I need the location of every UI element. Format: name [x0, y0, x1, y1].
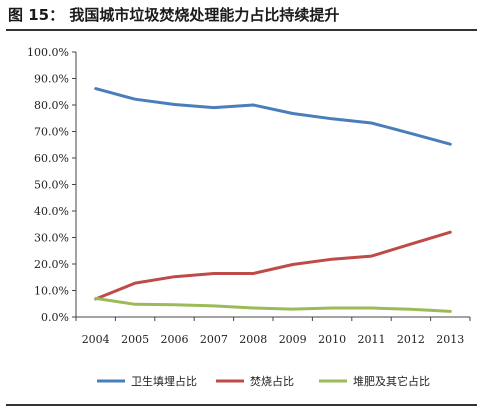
y-tick-label: 20.0%	[34, 258, 69, 271]
title-divider	[6, 29, 477, 31]
x-tick-label: 2012	[397, 333, 425, 346]
page-title: 图 15： 我国城市垃圾焚烧处理能力占比持续提升	[8, 6, 340, 24]
y-tick-label: 70.0%	[34, 126, 69, 139]
x-tick-label: 2008	[239, 333, 267, 346]
y-tick-label: 50.0%	[34, 179, 69, 192]
x-tick-label: 2011	[358, 333, 386, 346]
x-tick-label: 2013	[436, 333, 464, 346]
x-tick-label: 2004	[82, 333, 110, 346]
y-tick-label: 40.0%	[34, 205, 69, 218]
series-line-2	[94, 230, 452, 301]
x-tick-label: 2007	[200, 333, 228, 346]
x-tick-label: 2009	[279, 333, 307, 346]
y-tick-label: 30.0%	[34, 232, 69, 245]
y-tick-label: 100.0%	[27, 46, 69, 59]
y-tick-label: 10.0%	[34, 285, 69, 298]
series-line-3	[94, 296, 452, 313]
bottom-divider	[6, 404, 477, 406]
y-tick-label: 60.0%	[34, 152, 69, 165]
y-tick-label: 80.0%	[34, 99, 69, 112]
x-tick-label: 2006	[161, 333, 189, 346]
y-tick-label: 90.0%	[34, 73, 69, 86]
series-line-1	[94, 87, 452, 146]
x-tick-label: 2010	[318, 333, 346, 346]
legend-label-3: 堆肥及其它占比	[353, 374, 430, 388]
y-tick-label: 0.0%	[41, 311, 69, 324]
x-tick-label: 2005	[121, 333, 149, 346]
legend-label-1: 卫生填埋占比	[131, 374, 197, 388]
legend-label-2: 焚烧占比	[250, 374, 294, 388]
